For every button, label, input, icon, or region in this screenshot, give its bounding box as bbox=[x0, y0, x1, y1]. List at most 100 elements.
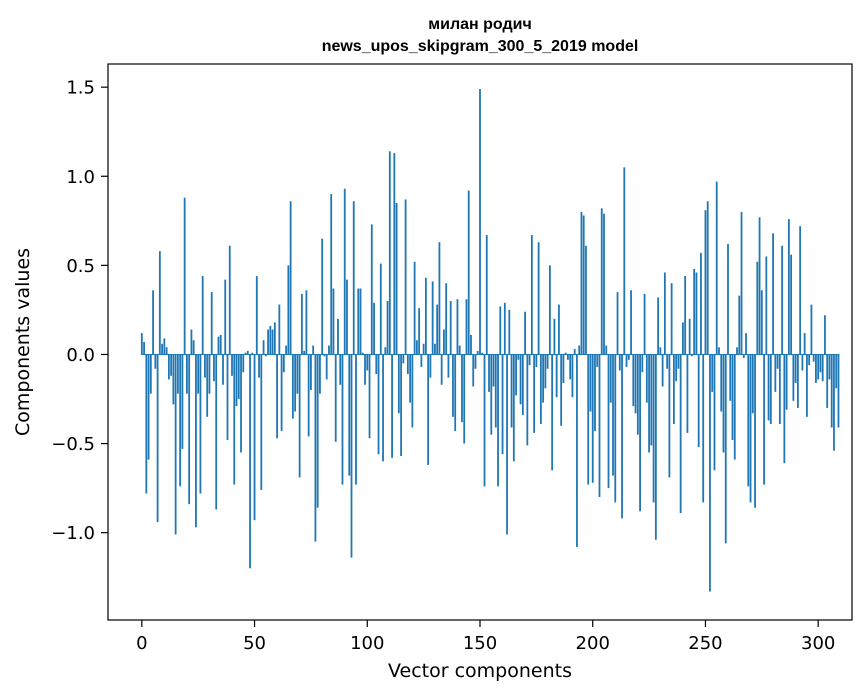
bar bbox=[567, 354, 569, 360]
bar bbox=[812, 354, 815, 362]
bar bbox=[589, 354, 592, 412]
bar bbox=[787, 219, 790, 355]
bar bbox=[691, 354, 693, 357]
bar bbox=[217, 336, 220, 355]
bar bbox=[300, 293, 303, 355]
bar bbox=[149, 354, 152, 394]
x-tick-label: 50 bbox=[243, 633, 266, 654]
bar bbox=[280, 354, 283, 432]
bar bbox=[661, 354, 664, 387]
bar bbox=[551, 354, 554, 471]
bar bbox=[715, 181, 718, 355]
bar bbox=[228, 245, 231, 355]
bar bbox=[808, 354, 811, 366]
bar bbox=[436, 304, 439, 355]
bar bbox=[219, 334, 222, 355]
bar bbox=[490, 354, 493, 435]
bar bbox=[824, 315, 826, 355]
bar bbox=[803, 333, 806, 355]
bar bbox=[677, 354, 680, 369]
bar bbox=[760, 290, 763, 355]
bar bbox=[447, 354, 450, 378]
bar bbox=[546, 354, 549, 369]
bar bbox=[467, 190, 470, 355]
bar bbox=[330, 194, 333, 355]
bar bbox=[179, 354, 182, 487]
bar bbox=[758, 217, 761, 355]
bar bbox=[291, 354, 294, 419]
bar bbox=[370, 224, 373, 355]
bar bbox=[246, 350, 249, 355]
bar bbox=[452, 354, 454, 417]
bar bbox=[648, 354, 650, 453]
bar bbox=[519, 354, 522, 405]
bar bbox=[778, 354, 781, 424]
bar bbox=[652, 354, 655, 503]
bar bbox=[143, 342, 145, 355]
bar bbox=[745, 333, 747, 355]
bar bbox=[172, 354, 175, 405]
bar bbox=[724, 354, 727, 544]
bar bbox=[204, 354, 206, 378]
bar bbox=[578, 345, 581, 355]
bar bbox=[285, 345, 288, 355]
x-tick-label: 0 bbox=[136, 633, 147, 654]
bar bbox=[271, 329, 274, 355]
bar bbox=[512, 354, 515, 462]
bar bbox=[321, 238, 324, 355]
bar bbox=[393, 153, 396, 355]
bar bbox=[215, 354, 218, 510]
bar bbox=[384, 347, 387, 355]
bar bbox=[404, 199, 407, 355]
bar bbox=[262, 340, 265, 355]
bar bbox=[366, 354, 369, 371]
bar bbox=[206, 354, 209, 417]
y-axis-label: Components values bbox=[12, 248, 34, 436]
bar bbox=[663, 272, 666, 355]
bar bbox=[332, 288, 335, 355]
bar bbox=[792, 354, 795, 401]
bar bbox=[785, 354, 788, 410]
plot-frame bbox=[107, 63, 853, 621]
bar bbox=[298, 354, 301, 478]
bar bbox=[226, 354, 229, 441]
bar bbox=[273, 322, 276, 355]
bar bbox=[706, 201, 709, 355]
bar bbox=[190, 329, 193, 355]
bar bbox=[152, 290, 154, 355]
bar bbox=[736, 347, 738, 355]
bar bbox=[316, 354, 319, 508]
bar bbox=[377, 354, 380, 455]
bar bbox=[672, 354, 675, 424]
bar bbox=[555, 354, 558, 398]
bar bbox=[756, 261, 759, 355]
bar bbox=[591, 354, 594, 483]
bar bbox=[167, 354, 170, 380]
bar bbox=[530, 235, 533, 355]
bar bbox=[461, 354, 463, 423]
bar bbox=[632, 354, 635, 407]
y-tick-label: 0.0 bbox=[66, 345, 95, 366]
bar bbox=[361, 352, 364, 355]
bar bbox=[242, 354, 245, 373]
bar bbox=[521, 354, 524, 416]
bar bbox=[296, 354, 299, 394]
bar bbox=[553, 318, 556, 355]
bar bbox=[210, 292, 213, 355]
bar bbox=[733, 354, 736, 460]
bar bbox=[828, 354, 831, 380]
bar bbox=[434, 343, 436, 355]
bar bbox=[697, 354, 700, 448]
bar bbox=[682, 322, 684, 355]
bar bbox=[738, 295, 741, 355]
bar bbox=[237, 354, 240, 400]
bar bbox=[670, 283, 673, 355]
bar bbox=[618, 354, 621, 371]
bar bbox=[641, 354, 644, 373]
bar bbox=[355, 354, 357, 485]
bar bbox=[675, 354, 678, 382]
bar bbox=[585, 245, 587, 355]
bar bbox=[801, 354, 804, 371]
bar bbox=[476, 350, 479, 355]
